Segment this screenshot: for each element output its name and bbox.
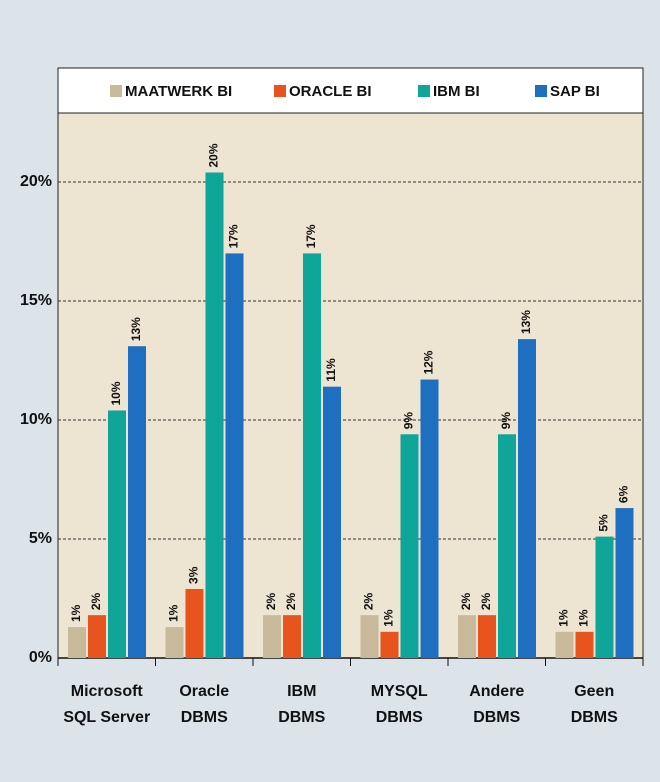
- value-label: 5%: [597, 514, 611, 532]
- legend-swatch: [418, 85, 430, 97]
- bar: [498, 434, 516, 658]
- legend-label: IBM BI: [433, 83, 480, 100]
- y-tick-label: 5%: [29, 530, 52, 547]
- value-label: 13%: [519, 310, 533, 334]
- bar: [323, 386, 341, 658]
- value-label: 2%: [459, 592, 473, 610]
- value-label: 3%: [187, 566, 201, 584]
- x-tick-label: Oracle: [179, 683, 229, 700]
- bar: [108, 410, 126, 658]
- value-label: 6%: [617, 485, 631, 503]
- value-label: 1%: [557, 609, 571, 627]
- y-tick-label: 15%: [20, 292, 52, 309]
- value-label: 2%: [479, 592, 493, 610]
- bar: [225, 253, 244, 658]
- x-tick-label: MYSQL: [371, 683, 428, 700]
- value-label: 1%: [69, 604, 83, 622]
- legend-label: MAATWERK BI: [125, 83, 232, 100]
- plot-area: [57, 112, 644, 659]
- y-tick-label: 10%: [20, 411, 52, 428]
- bar: [575, 631, 594, 658]
- value-label: 11%: [324, 358, 338, 382]
- value-label: 2%: [89, 592, 103, 610]
- bar: [128, 346, 146, 658]
- legend-swatch: [110, 85, 122, 97]
- value-label: 9%: [402, 412, 416, 430]
- bar: [68, 627, 86, 658]
- x-tick-label: Microsoft: [71, 683, 144, 700]
- value-label: 2%: [362, 592, 376, 610]
- legend-label: SAP BI: [550, 83, 600, 100]
- value-label: 13%: [129, 317, 143, 341]
- y-tick-label: 20%: [20, 173, 52, 190]
- bar: [458, 615, 476, 658]
- x-tick-label: IBM: [287, 683, 316, 700]
- x-tick-label: DBMS: [181, 709, 228, 726]
- bar: [360, 615, 379, 658]
- value-label: 1%: [167, 604, 181, 622]
- value-label: 2%: [264, 592, 278, 610]
- bar: [595, 536, 614, 658]
- x-tick-label: DBMS: [278, 709, 325, 726]
- value-label: 9%: [499, 412, 513, 430]
- value-label: 17%: [304, 224, 318, 248]
- bar: [88, 615, 106, 658]
- x-tick-label: DBMS: [376, 709, 423, 726]
- value-label: 1%: [382, 609, 396, 627]
- x-tick-label: DBMS: [473, 709, 520, 726]
- bar: [205, 172, 224, 659]
- value-label: 2%: [284, 592, 298, 610]
- x-tick-label: Andere: [469, 683, 524, 700]
- bar: [555, 631, 574, 658]
- x-tick-label: SQL Server: [63, 709, 150, 726]
- bar: [615, 508, 634, 658]
- legend-swatch: [535, 85, 547, 97]
- value-label: 20%: [207, 143, 221, 167]
- value-label: 1%: [577, 609, 591, 627]
- bar: [283, 615, 301, 658]
- bar: [380, 631, 399, 658]
- value-label: 10%: [109, 381, 123, 405]
- bar: [400, 434, 419, 658]
- bar: [478, 615, 496, 658]
- value-label: 17%: [227, 224, 241, 248]
- bar: [518, 339, 536, 658]
- y-tick-label: 0%: [29, 649, 52, 666]
- bar: [185, 588, 204, 658]
- legend-swatch: [274, 85, 286, 97]
- bar: [303, 253, 321, 658]
- bar: [263, 615, 281, 658]
- x-tick-label: Geen: [574, 683, 614, 700]
- x-tick-label: DBMS: [571, 709, 618, 726]
- bar: [165, 627, 184, 658]
- bar: [420, 379, 439, 658]
- legend-label: ORACLE BI: [289, 83, 372, 100]
- value-label: 12%: [422, 350, 436, 374]
